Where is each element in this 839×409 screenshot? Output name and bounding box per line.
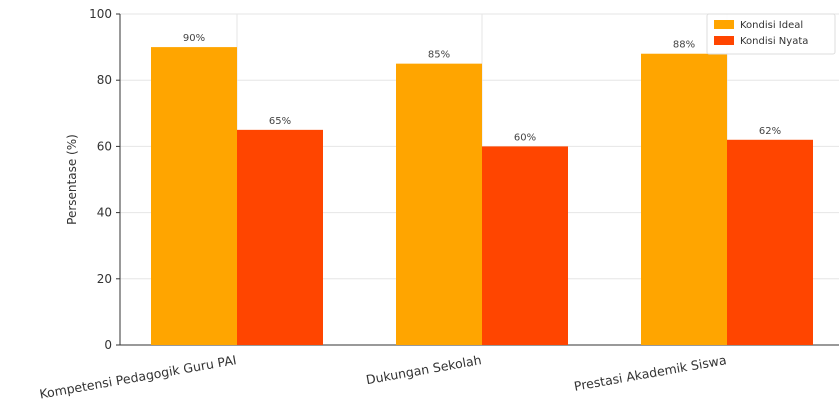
y-axis-label: Persentase (%) bbox=[65, 134, 79, 225]
x-category-label: Dukungan Sekolah bbox=[365, 352, 483, 387]
bar-nyata bbox=[727, 139, 813, 345]
x-category-label: Prestasi Akademik Siswa bbox=[573, 352, 728, 394]
bar-nyata bbox=[482, 146, 568, 345]
legend-box bbox=[706, 13, 836, 55]
x-category-labels: Kompetensi Pedagogik Guru PAI Dukungan Se… bbox=[38, 352, 727, 401]
legend-label: Kondisi Nyata bbox=[740, 36, 808, 47]
bar-ideal bbox=[396, 63, 482, 346]
legend-swatch bbox=[714, 20, 734, 29]
y-tick-label: 100 bbox=[89, 7, 112, 21]
bar-value-label: 60% bbox=[514, 132, 536, 143]
y-tick-labels: 0 20 40 60 80 100 bbox=[89, 7, 112, 352]
bar-value-label: 90% bbox=[183, 33, 205, 44]
bar-ideal bbox=[641, 53, 727, 345]
y-tick-label: 60 bbox=[97, 139, 112, 153]
bars bbox=[151, 47, 813, 346]
bar-value-label: 65% bbox=[269, 116, 291, 127]
data-labels: 90% 85% 88% 65% 60% 62% bbox=[183, 33, 781, 143]
legend-swatch bbox=[714, 36, 734, 45]
x-category-label: Kompetensi Pedagogik Guru PAI bbox=[38, 352, 237, 401]
bar-nyata bbox=[237, 129, 323, 345]
legend: Kondisi Ideal Kondisi Nyata bbox=[706, 13, 836, 55]
y-tick-label: 80 bbox=[97, 73, 112, 87]
y-tick-label: 40 bbox=[97, 206, 112, 220]
y-tick-label: 0 bbox=[104, 338, 112, 352]
bar-ideal bbox=[151, 47, 237, 345]
bar-value-label: 62% bbox=[759, 126, 781, 137]
legend-label: Kondisi Ideal bbox=[740, 20, 803, 31]
bar-value-label: 88% bbox=[673, 40, 695, 51]
bar-value-label: 85% bbox=[428, 50, 450, 61]
y-tick-label: 20 bbox=[97, 272, 112, 286]
